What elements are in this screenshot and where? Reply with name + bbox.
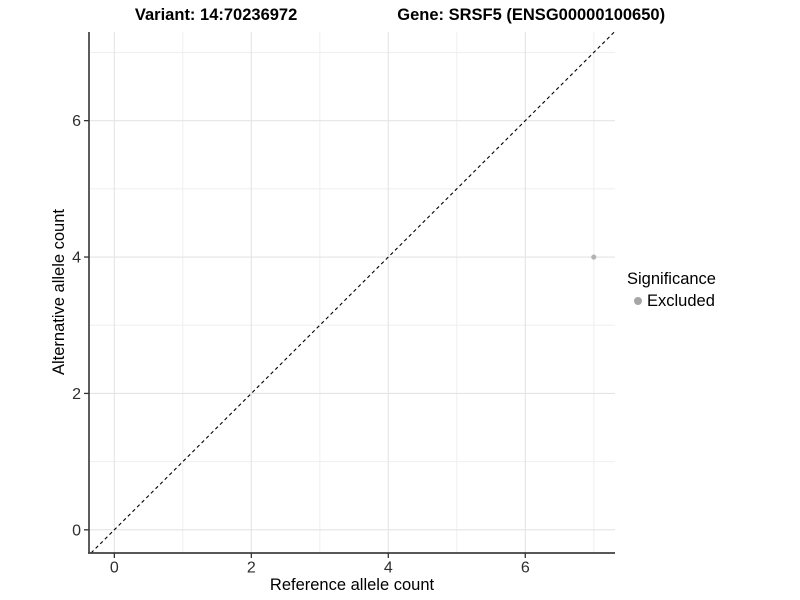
y-axis-label-container: Alternative allele count — [50, 32, 69, 553]
variant-title: Variant: 14:70236972 — [134, 6, 298, 24]
identity-line — [90, 31, 615, 554]
y-tick-label: 4 — [72, 250, 81, 267]
y-axis-label: Alternative allele count — [50, 209, 68, 376]
gene-title: Gene: SRSF5 (ENSG00000100650) — [397, 6, 666, 24]
legend: Significance Excluded — [627, 269, 716, 311]
data-point — [591, 254, 597, 260]
x-tick-label: 4 — [384, 560, 393, 577]
y-tick-label: 0 — [72, 522, 81, 539]
plot-title: Variant: 14:70236972 Gene: SRSF5 (ENSG00… — [0, 5, 800, 25]
x-tick-label: 2 — [247, 560, 256, 577]
legend-title: Significance — [627, 270, 716, 288]
x-tick-label: 0 — [110, 560, 119, 577]
x-tick-label: 6 — [521, 560, 530, 577]
excluded-point-icon — [634, 297, 642, 305]
legend-entry-excluded: Excluded — [627, 291, 716, 311]
legend-entry-label: Excluded — [647, 292, 715, 310]
x-axis-label: Reference allele count — [269, 576, 435, 594]
y-tick-label: 2 — [72, 386, 81, 403]
y-tick-label: 6 — [72, 113, 81, 130]
